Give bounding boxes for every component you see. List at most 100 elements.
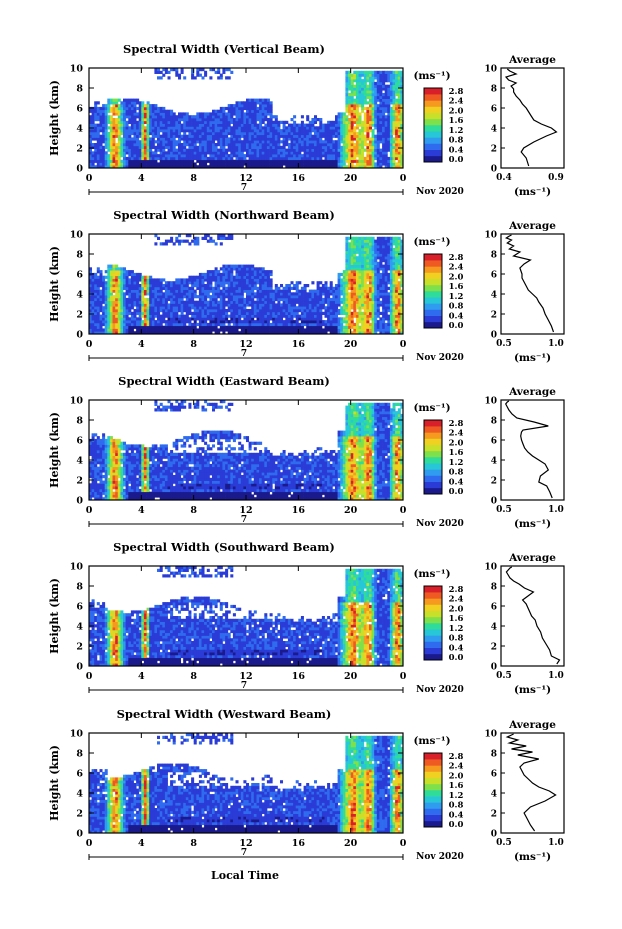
heatmap-cell xyxy=(392,115,396,119)
heatmap-cell xyxy=(154,303,158,307)
heatmap-cell xyxy=(193,115,197,119)
heatmap-cell xyxy=(157,70,161,74)
heatmap-cell xyxy=(348,322,352,327)
heatmap-cell xyxy=(178,303,182,307)
heatmap-cell xyxy=(387,126,391,130)
heatmap-cell xyxy=(238,156,242,161)
heatmap-cell xyxy=(206,289,210,293)
heatmap-cell xyxy=(193,156,197,161)
heatmap-cell xyxy=(162,309,166,313)
heatmap-cell xyxy=(196,286,200,290)
heatmap-cell xyxy=(96,317,100,321)
heatmap-cell xyxy=(243,320,247,324)
heatmap-cell xyxy=(261,284,265,288)
heatmap-cell xyxy=(287,148,291,152)
heatmap-cell xyxy=(261,300,265,304)
heatmap-cell xyxy=(123,104,127,108)
heatmap-cell xyxy=(149,278,153,282)
heatmap-cell xyxy=(366,151,370,155)
heatmap-cell xyxy=(256,270,260,274)
heatmap-cell xyxy=(193,275,197,279)
heatmap-cell xyxy=(345,148,349,152)
heatmap-cell xyxy=(298,159,302,163)
heatmap-cell xyxy=(303,317,307,321)
heatmap-cell xyxy=(222,106,226,111)
heatmap-cell xyxy=(266,325,270,329)
heatmap-cell xyxy=(387,98,391,102)
heatmap-cell xyxy=(274,131,278,136)
heatmap-cell xyxy=(400,165,404,169)
heatmap-cell xyxy=(214,154,218,158)
heatmap-cell xyxy=(109,331,113,335)
heatmap-cell xyxy=(143,137,147,141)
heatmap-cell xyxy=(314,143,318,147)
heatmap-cell xyxy=(167,123,171,127)
heatmap-cell xyxy=(350,303,354,307)
heatmap-cell xyxy=(94,322,98,327)
colorbar-segment xyxy=(424,137,442,144)
heatmap-cell xyxy=(123,295,127,299)
heatmap-cell xyxy=(266,154,270,158)
heatmap-cell xyxy=(264,278,268,282)
heatmap-cell xyxy=(340,159,344,163)
heatmap-cell xyxy=(342,278,346,282)
heatmap-cell xyxy=(112,325,116,329)
heatmap-cell xyxy=(256,325,260,329)
heatmap-cell xyxy=(300,134,304,138)
heatmap-cell xyxy=(146,115,150,119)
heatmap-cell xyxy=(117,303,121,307)
heatmap-cell xyxy=(157,317,161,321)
heatmap-cell xyxy=(358,118,362,122)
heatmap-cell xyxy=(240,154,244,158)
heatmap-cell xyxy=(314,297,318,302)
heatmap-cell xyxy=(109,284,113,288)
heatmap-cell xyxy=(115,134,119,138)
heatmap-cell xyxy=(285,295,289,299)
heatmap-cell xyxy=(104,292,108,296)
heatmap-cell xyxy=(274,286,278,290)
heatmap-cell xyxy=(379,140,383,144)
heatmap-cell xyxy=(138,162,142,166)
heatmap-cell xyxy=(212,328,216,332)
heatmap-cell xyxy=(170,295,174,299)
heatmap-cell xyxy=(227,106,231,111)
heatmap-cell xyxy=(306,118,310,122)
heatmap-cell xyxy=(264,151,268,155)
heatmap-cell xyxy=(350,256,354,260)
heatmap-cell xyxy=(209,300,213,304)
heatmap-cell xyxy=(138,322,142,327)
heatmap-cell xyxy=(287,300,291,304)
heatmap-cell xyxy=(332,303,336,307)
heatmap-cell xyxy=(201,126,205,130)
heatmap-cell xyxy=(89,123,93,127)
heatmap-cell xyxy=(151,109,155,113)
heatmap-cell xyxy=(172,154,176,158)
heatmap-cell xyxy=(172,314,176,318)
heatmap-cell xyxy=(256,98,260,102)
heatmap-cell xyxy=(321,300,325,304)
heatmap-cell xyxy=(246,311,250,315)
heatmap-cell xyxy=(170,300,174,304)
heatmap-cell xyxy=(102,295,106,299)
heatmap-cell xyxy=(115,328,119,332)
heatmap-cell xyxy=(361,120,365,124)
heatmap-cell xyxy=(138,148,142,152)
heatmap-cell xyxy=(107,162,111,166)
heatmap-cell xyxy=(350,129,354,133)
heatmap-cell xyxy=(133,109,137,113)
heatmap-cell xyxy=(91,134,95,138)
heatmap-cell xyxy=(240,120,244,124)
heatmap-cell xyxy=(141,320,145,324)
heatmap-cell xyxy=(162,286,166,290)
heatmap-cell xyxy=(345,134,349,138)
heatmap-cell xyxy=(345,79,349,83)
heatmap-cell xyxy=(295,159,299,163)
heatmap-cell xyxy=(340,328,344,332)
heatmap-cell xyxy=(141,286,145,290)
heatmap-cell xyxy=(342,325,346,329)
heatmap-cell xyxy=(400,79,404,83)
heatmap-cell xyxy=(340,151,344,155)
heatmap-cell xyxy=(353,159,357,163)
heatmap-cell xyxy=(253,131,257,136)
heatmap-cell xyxy=(358,165,362,169)
